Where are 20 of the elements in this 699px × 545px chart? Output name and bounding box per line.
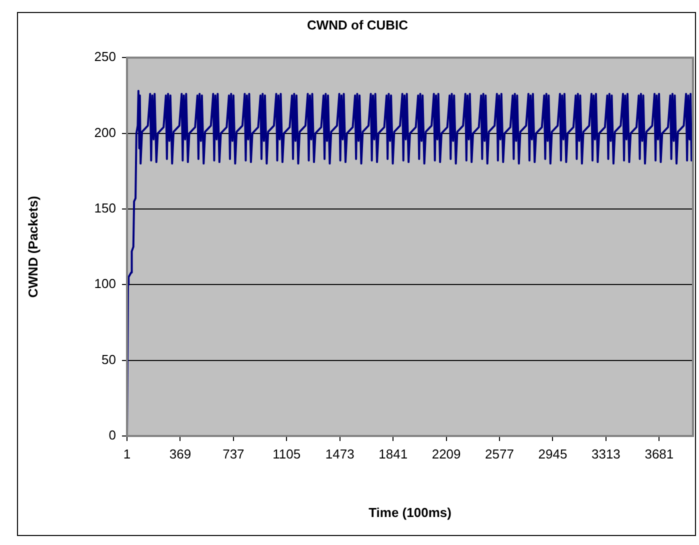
y-axis-title: CWND (Packets) [25,196,40,298]
y-tick-label: 200 [94,124,116,140]
x-tick-label: 1841 [378,446,408,462]
x-tick-label: 2577 [485,446,514,462]
x-tick-label: 1473 [325,446,354,462]
x-tick-label: 3313 [591,446,620,462]
x-tick-label: 2945 [538,446,568,462]
y-tick-label: 0 [108,428,116,443]
y-tick-label: 150 [94,200,116,216]
y-tick-label: 50 [102,352,116,367]
chart-title: CWND of CUBIC [306,17,409,32]
x-tick-label: 1 [123,446,131,462]
x-tick-label: 369 [169,446,192,462]
x-tick-label: 3681 [644,446,674,462]
x-tick-label: 2209 [432,446,461,462]
x-tick-label: 1105 [272,446,301,462]
x-axis-title: Time (100ms) [368,504,452,520]
y-tick-label: 250 [94,49,116,64]
x-tick-label: 737 [222,446,244,462]
y-tick-label: 100 [94,276,116,292]
